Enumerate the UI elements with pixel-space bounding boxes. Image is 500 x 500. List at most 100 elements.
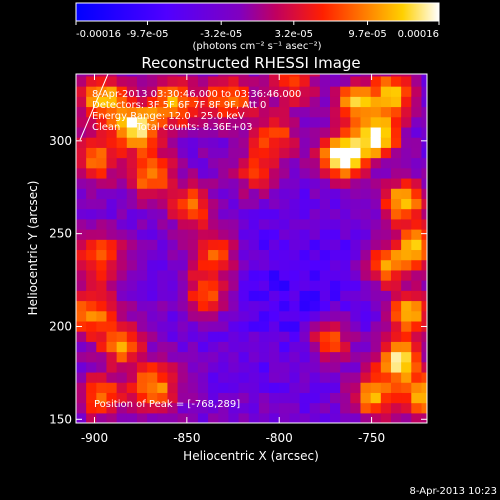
heatmap-cell bbox=[289, 392, 301, 404]
heatmap-cell bbox=[319, 239, 331, 251]
heatmap-cell bbox=[248, 208, 260, 220]
heatmap-cell bbox=[319, 74, 331, 77]
heatmap-cell bbox=[350, 106, 362, 118]
heatmap-cell bbox=[380, 351, 392, 363]
heatmap-cell bbox=[401, 269, 412, 281]
heatmap-cell bbox=[269, 392, 280, 404]
heatmap-cell bbox=[126, 259, 138, 271]
heatmap-cell bbox=[390, 239, 402, 251]
heatmap-cell bbox=[401, 300, 412, 312]
heatmap-cell bbox=[147, 106, 158, 118]
heatmap-cell bbox=[319, 402, 331, 414]
heatmap-cell bbox=[136, 239, 148, 251]
heatmap-cell bbox=[319, 218, 331, 230]
heatmap-cell bbox=[350, 74, 362, 77]
heatmap-cell bbox=[96, 157, 108, 169]
heatmap-cell bbox=[126, 106, 138, 118]
heatmap-cell bbox=[350, 269, 362, 281]
heatmap-cell bbox=[106, 147, 118, 159]
heatmap-cell bbox=[167, 361, 179, 373]
heatmap-cell bbox=[228, 147, 240, 159]
heatmap-cell bbox=[177, 341, 189, 353]
heatmap-cell bbox=[106, 239, 118, 251]
heatmap-cell bbox=[96, 259, 108, 271]
heatmap-cell bbox=[299, 351, 311, 363]
annotations: 8-Apr-2013 03:30:46.000 to 03:36:46.000 … bbox=[92, 89, 301, 410]
heatmap-cell bbox=[370, 198, 382, 210]
heatmap-cell bbox=[340, 290, 351, 302]
heatmap-cell bbox=[390, 259, 402, 271]
heatmap-cell bbox=[319, 198, 331, 210]
heatmap-cell bbox=[319, 147, 331, 159]
heatmap-cell bbox=[157, 208, 169, 220]
heatmap-cell bbox=[248, 96, 260, 108]
heatmap-cell bbox=[228, 198, 240, 210]
annotation-peak: Position of Peak = [-768,289] bbox=[94, 399, 240, 410]
heatmap-cell bbox=[147, 147, 158, 159]
heatmap-cell bbox=[350, 218, 362, 230]
heatmap-cell bbox=[340, 147, 351, 159]
heatmap-cell bbox=[299, 382, 311, 393]
heatmap-cell bbox=[289, 116, 301, 128]
heatmap-cell bbox=[289, 229, 301, 240]
heatmap-cell bbox=[248, 106, 260, 118]
heatmap-cell bbox=[167, 351, 179, 363]
heatmap-cell bbox=[330, 239, 341, 251]
heatmap-cell bbox=[116, 249, 128, 261]
heatmap-cell bbox=[147, 229, 158, 240]
heatmap-cell bbox=[380, 96, 392, 108]
heatmap-cell bbox=[258, 392, 270, 404]
heatmap-cell bbox=[380, 412, 392, 423]
heatmap-cell bbox=[96, 290, 108, 302]
heatmap-cell bbox=[208, 320, 219, 332]
heatmap-cell bbox=[421, 249, 427, 261]
heatmap-cell bbox=[147, 167, 158, 179]
heatmap-cell bbox=[289, 351, 301, 363]
heatmap-cell bbox=[350, 208, 362, 220]
heatmap-cell bbox=[258, 198, 270, 210]
heatmap-cell bbox=[136, 86, 148, 97]
heatmap-cell bbox=[167, 86, 179, 97]
heatmap-cell bbox=[238, 280, 250, 291]
heatmap-cell bbox=[289, 382, 301, 393]
heatmap-cell bbox=[86, 351, 97, 363]
heatmap-cell bbox=[370, 208, 382, 220]
heatmap-cell bbox=[289, 96, 301, 108]
heatmap-cell bbox=[411, 188, 423, 199]
heatmap-cell bbox=[157, 361, 169, 373]
heatmap-cell bbox=[390, 218, 402, 230]
heatmap-cell bbox=[177, 280, 189, 291]
heatmap-cell bbox=[167, 147, 179, 159]
heatmap-cell bbox=[401, 147, 412, 159]
heatmap-cell bbox=[330, 361, 341, 373]
heatmap-cell bbox=[228, 280, 240, 291]
heatmap-cell bbox=[238, 392, 250, 404]
heatmap-cell bbox=[228, 392, 240, 404]
heatmap-cell bbox=[86, 239, 97, 251]
heatmap-cell bbox=[76, 126, 87, 138]
heatmap-cell bbox=[340, 198, 351, 210]
heatmap-cell bbox=[106, 259, 118, 271]
heatmap-cell bbox=[248, 361, 260, 373]
heatmap-cell bbox=[411, 331, 423, 342]
heatmap-cell bbox=[279, 280, 290, 291]
heatmap-cell bbox=[350, 249, 362, 261]
annotation-detectors: Detectors: 3F 5F 6F 7F 8F 9F, Att 0 bbox=[92, 100, 266, 111]
heatmap-cell bbox=[309, 208, 321, 220]
heatmap-cell bbox=[350, 96, 362, 108]
heatmap-cell bbox=[380, 86, 392, 97]
y-tick-label: 250 bbox=[49, 227, 72, 241]
heatmap-cell bbox=[228, 167, 240, 179]
heatmap-cell bbox=[421, 290, 427, 302]
heatmap-cell bbox=[380, 239, 392, 251]
heatmap-cell bbox=[390, 361, 402, 373]
heatmap-cell bbox=[157, 341, 169, 353]
heatmap-cell bbox=[147, 116, 158, 128]
heatmap-cell bbox=[289, 269, 301, 281]
heatmap-cell bbox=[208, 137, 219, 148]
heatmap-cell bbox=[238, 167, 250, 179]
heatmap-cell bbox=[76, 341, 87, 353]
heatmap-cell bbox=[370, 188, 382, 199]
heatmap-cell bbox=[147, 361, 158, 373]
heatmap-cell bbox=[167, 229, 179, 240]
